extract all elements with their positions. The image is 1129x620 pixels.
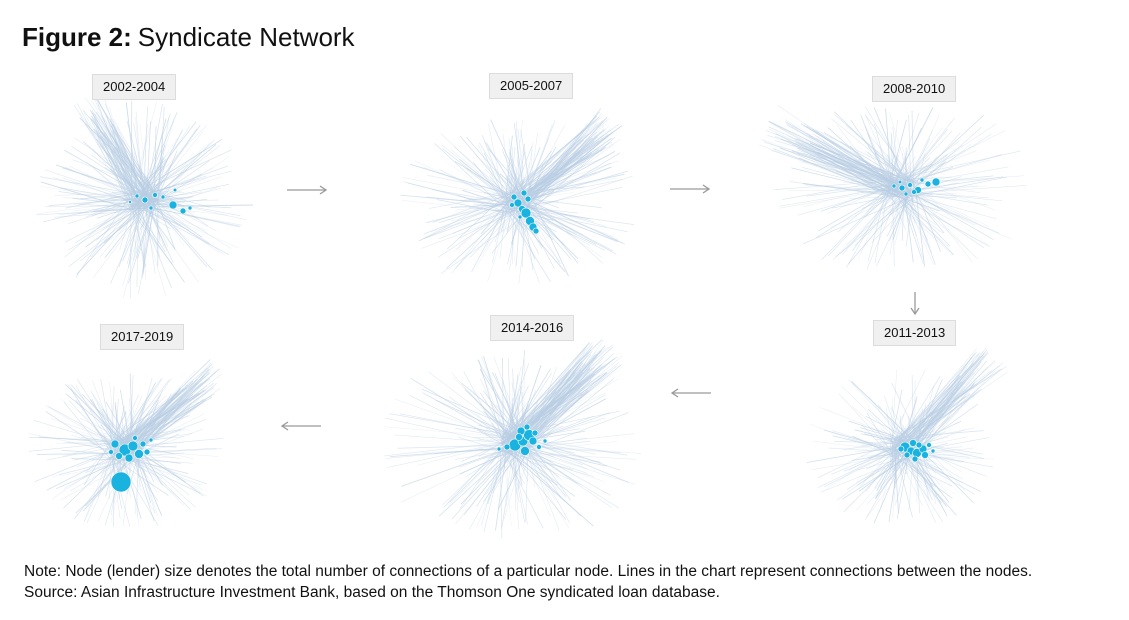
network-edges [36, 93, 254, 299]
network-graph-2005-2007 [400, 108, 635, 284]
lender-node [509, 202, 515, 208]
lender-node [134, 193, 140, 199]
period-label-2014-2016: 2014-2016 [490, 315, 575, 341]
arrow-down-icon [910, 292, 920, 316]
lender-node [531, 429, 539, 437]
lender-node [921, 451, 929, 459]
period-label-2011-2013: 2011-2013 [873, 320, 957, 346]
lender-node [187, 205, 193, 211]
lender-node [897, 445, 905, 453]
network-edges [384, 339, 641, 539]
lender-node [891, 183, 897, 189]
lender-node [510, 193, 518, 201]
lender-node [110, 471, 132, 493]
lender-node [915, 441, 923, 449]
network-nodes [496, 423, 548, 456]
lender-node [898, 184, 906, 192]
lender-node [134, 449, 144, 459]
figure-note: Note: Node (lender) size denotes the tot… [24, 561, 1032, 603]
period-label-2008-2010: 2008-2010 [872, 76, 957, 102]
period-label-2017-2019: 2017-2019 [100, 324, 185, 350]
lender-node [542, 438, 548, 444]
lender-node [172, 187, 178, 193]
arrow-right-icon [287, 185, 328, 195]
lender-node [931, 177, 941, 187]
network-graph-2008-2010 [759, 104, 1027, 270]
lender-node [141, 196, 149, 204]
lender-node [108, 449, 114, 455]
lender-node [132, 435, 138, 441]
lender-node [911, 189, 917, 195]
lender-node [924, 180, 932, 188]
lender-node [897, 179, 903, 185]
network-nodes [897, 439, 936, 463]
lender-node [520, 446, 530, 456]
lender-node [903, 451, 911, 459]
lender-node [139, 440, 147, 448]
lender-node [523, 423, 531, 431]
lender-node [115, 452, 123, 460]
lender-node [124, 453, 134, 463]
network-graph-2017-2019 [28, 359, 224, 527]
lender-node [513, 198, 523, 208]
lender-node [524, 195, 532, 203]
network-nodes [509, 189, 540, 235]
network-graph-2014-2016 [384, 339, 641, 539]
lender-node [168, 200, 178, 210]
arrow-left-icon [670, 388, 711, 398]
lender-node [520, 189, 528, 197]
lender-node [160, 194, 166, 200]
period-label-2002-2004: 2002-2004 [92, 74, 177, 100]
network-edges [400, 108, 635, 284]
lender-node [536, 444, 542, 450]
lender-node [930, 448, 936, 454]
lender-node [528, 436, 538, 446]
network-nodes [891, 177, 941, 197]
lender-node [532, 227, 540, 235]
lender-node [520, 207, 532, 219]
lender-node [496, 446, 502, 452]
lender-node [148, 437, 154, 443]
figure-label: Figure 2: [22, 22, 132, 52]
figure-title: Figure 2: Syndicate Network [22, 22, 355, 53]
lender-node [148, 205, 154, 211]
lender-node [128, 200, 132, 204]
period-label-2005-2007: 2005-2007 [489, 73, 574, 99]
lender-node [909, 439, 917, 447]
note-text: Note: Node (lender) size denotes the tot… [24, 563, 1033, 580]
lender-node [503, 443, 511, 451]
lender-node [919, 177, 925, 183]
lender-node [179, 207, 187, 215]
network-graph-2011-2013 [806, 347, 1008, 524]
figure-title-text: Syndicate Network [137, 22, 355, 52]
network-edges [806, 347, 1008, 524]
network-nodes [108, 435, 154, 493]
arrow-right-icon [670, 184, 711, 194]
lender-node [903, 191, 909, 197]
network-edges [28, 359, 224, 527]
arrow-left-icon [280, 421, 321, 431]
lender-node [911, 455, 919, 463]
lender-node [143, 448, 151, 456]
lender-node [926, 442, 932, 448]
network-edges [759, 104, 1027, 270]
network-graph-2002-2004 [36, 93, 254, 299]
lender-node [152, 192, 158, 198]
network-nodes [128, 187, 193, 215]
lender-node [515, 433, 523, 441]
lender-node [127, 440, 139, 452]
lender-node [907, 182, 913, 188]
lender-node [517, 214, 523, 220]
lender-node [110, 439, 120, 449]
source-text: Source: Asian Infrastructure Investment … [24, 584, 720, 601]
